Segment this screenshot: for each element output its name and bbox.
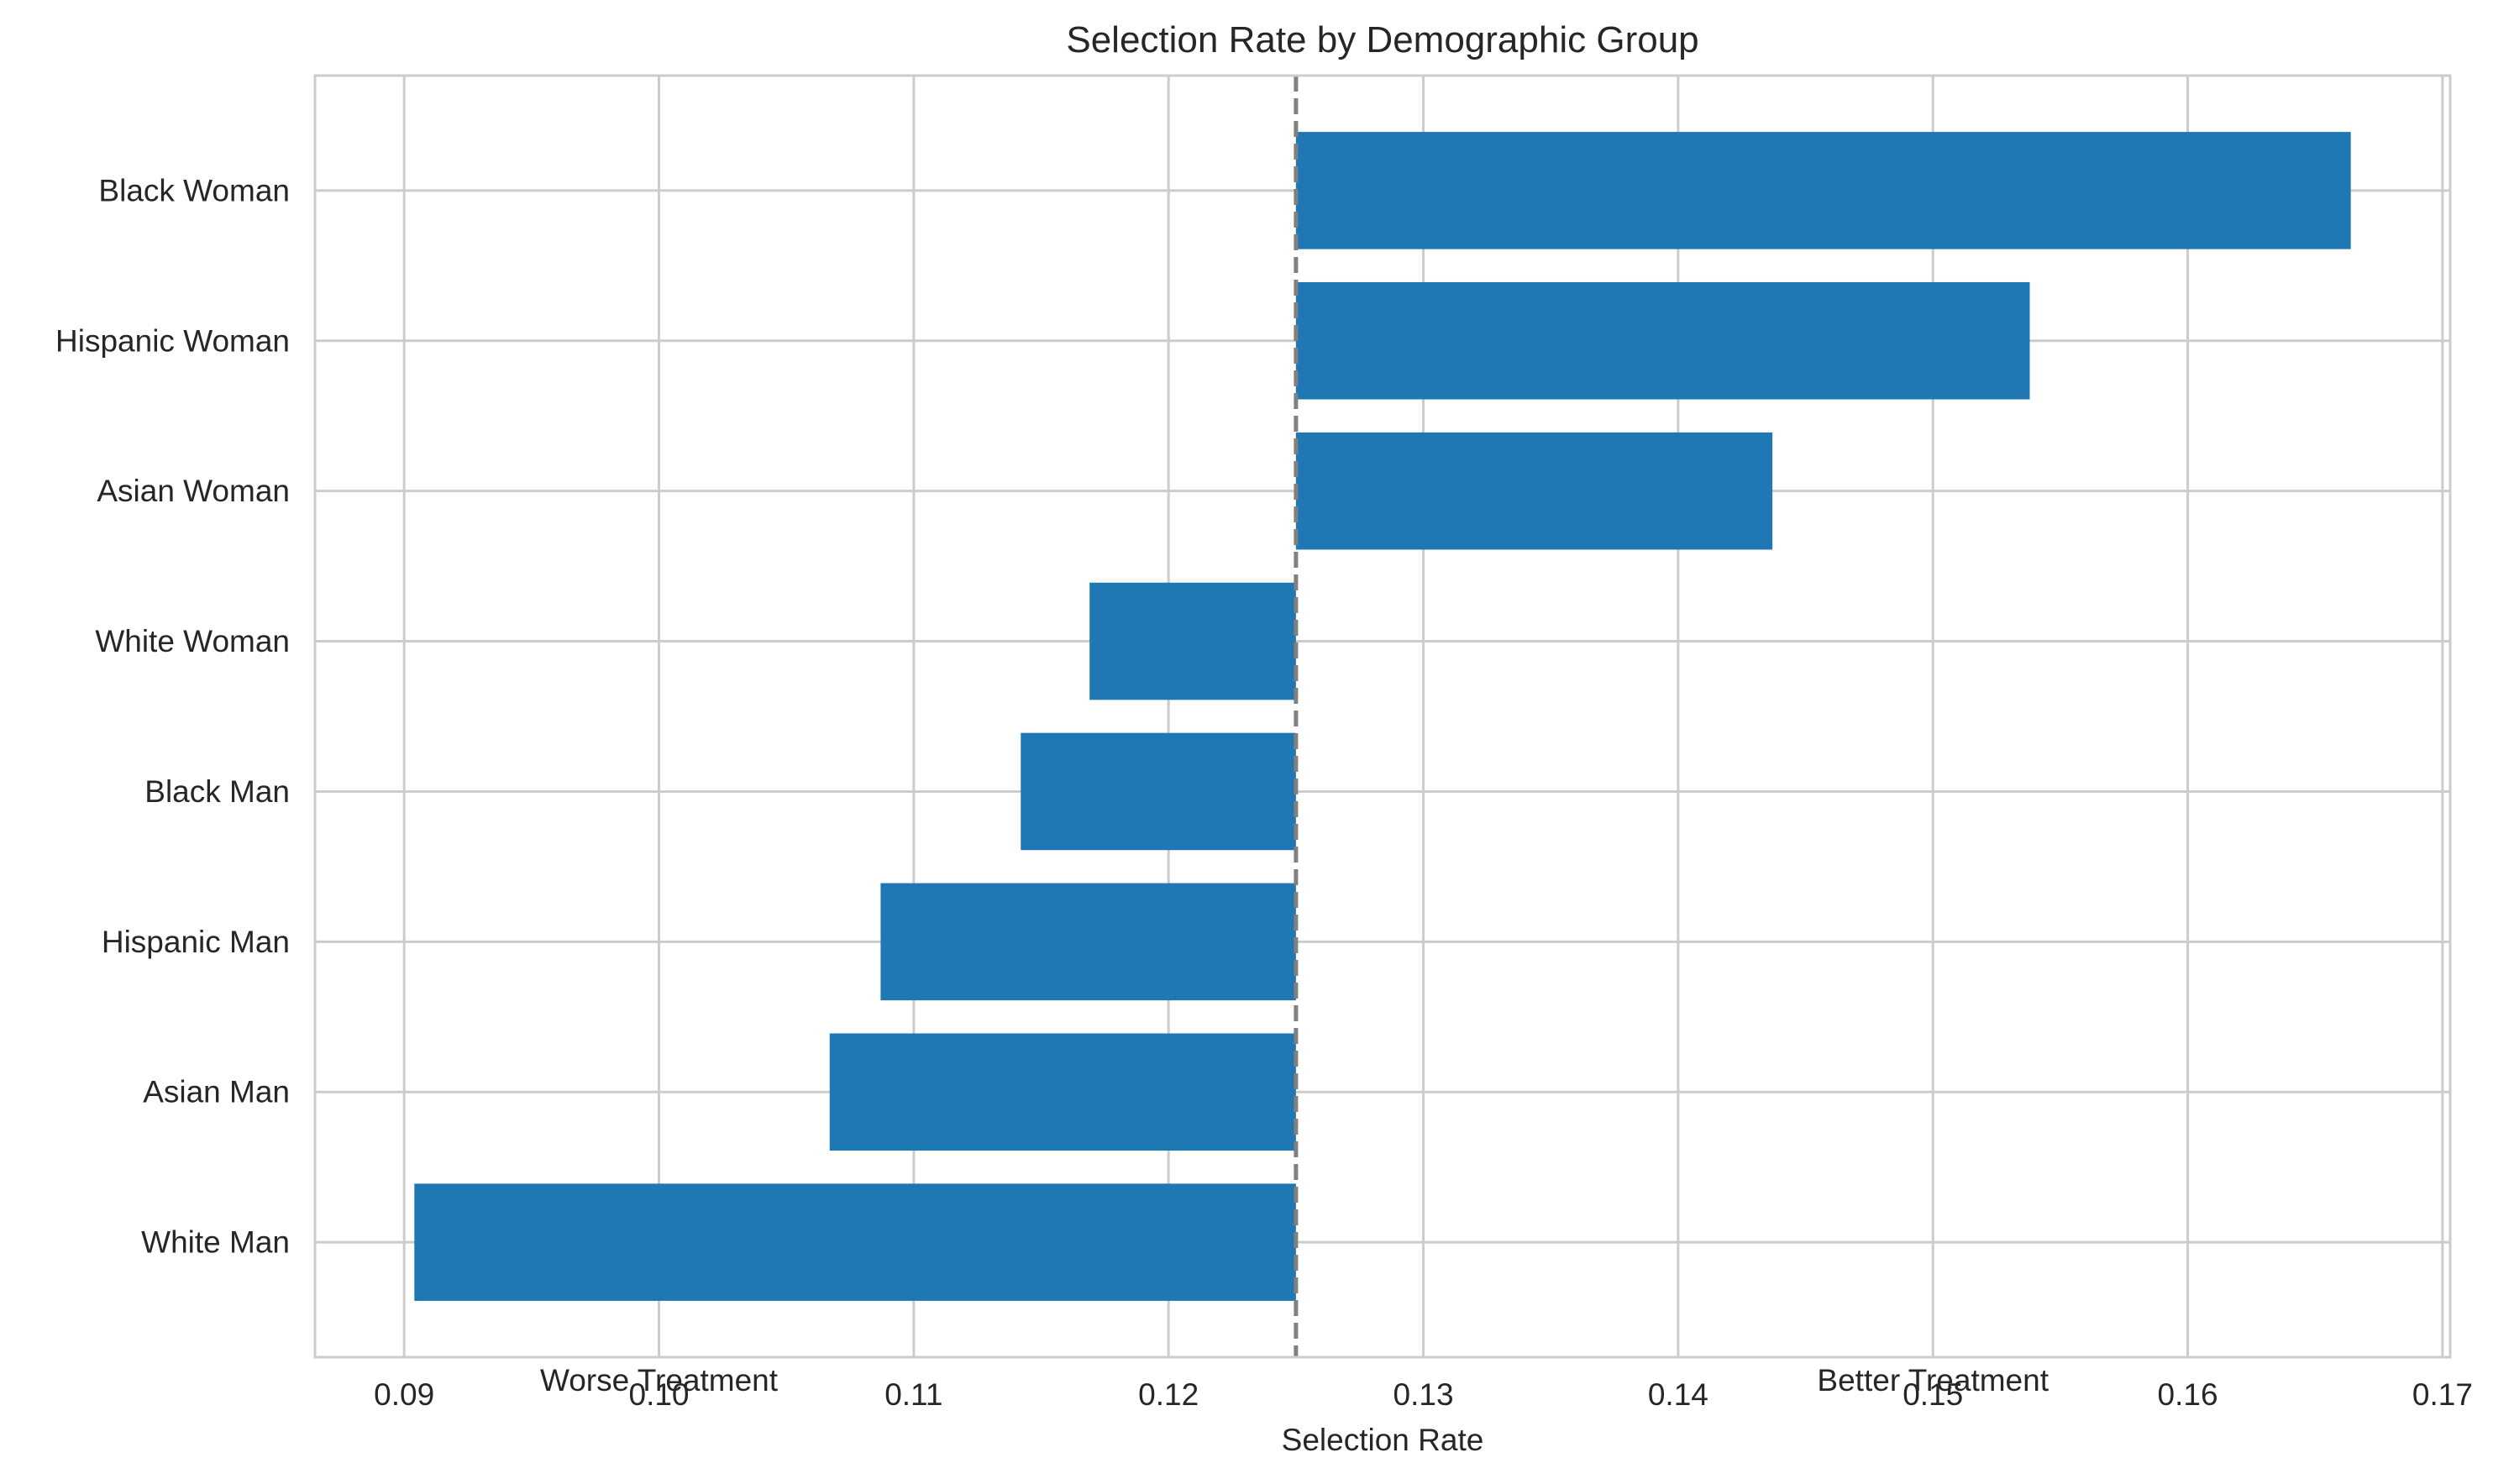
bar-black-man xyxy=(1021,732,1296,851)
bar-layer xyxy=(414,132,2351,1301)
bar-white-woman xyxy=(1089,582,1296,700)
bar-asian-man xyxy=(829,1033,1296,1151)
bar-hispanic-woman xyxy=(1295,281,2030,400)
y-tick-label: Black Woman xyxy=(98,173,290,207)
axes-frame xyxy=(313,74,2452,1359)
y-tick-label: Hispanic Woman xyxy=(55,323,290,358)
y-tick-label: White Woman xyxy=(95,624,290,658)
x-tick-label: 0.17 xyxy=(2412,1377,2473,1412)
bar-asian-woman xyxy=(1295,432,1773,550)
x-tick-label: 0.15 xyxy=(1903,1377,1963,1412)
annotation-worse-treatment: Worse Treatment xyxy=(540,1363,779,1397)
x-tick-label: 0.13 xyxy=(1393,1377,1454,1412)
y-tick-label: White Man xyxy=(141,1225,290,1260)
annotation-better-treatment: Better Treatment xyxy=(1817,1363,2049,1397)
x-tick-label: 0.09 xyxy=(374,1377,434,1412)
x-axis-label: Selection Rate xyxy=(1282,1423,1484,1457)
x-tick-label: 0.16 xyxy=(2158,1377,2218,1412)
y-tick-label: Asian Woman xyxy=(97,474,290,508)
y-tick-label: Hispanic Man xyxy=(102,925,290,959)
bar-black-woman xyxy=(1295,132,2351,249)
y-tick-label: Asian Man xyxy=(143,1075,290,1109)
x-tick-label: 0.14 xyxy=(1648,1377,1708,1412)
bar-hispanic-man xyxy=(880,883,1296,1001)
y-tick-label: Black Man xyxy=(144,774,290,809)
x-tick-label: 0.12 xyxy=(1138,1377,1199,1412)
bar-white-man xyxy=(414,1183,1296,1301)
x-tick-label: 0.10 xyxy=(629,1377,690,1412)
chart-title: Selection Rate by Demographic Group xyxy=(1066,19,1698,60)
grid-layer xyxy=(315,76,2450,1357)
plot-frame xyxy=(313,74,2452,1359)
x-tick-label: 0.11 xyxy=(884,1377,942,1412)
label-layer: 0.09 0.10 0.11 0.12 0.13 0.14 0.15 0.16 0.17 Blac… xyxy=(55,173,2473,1412)
